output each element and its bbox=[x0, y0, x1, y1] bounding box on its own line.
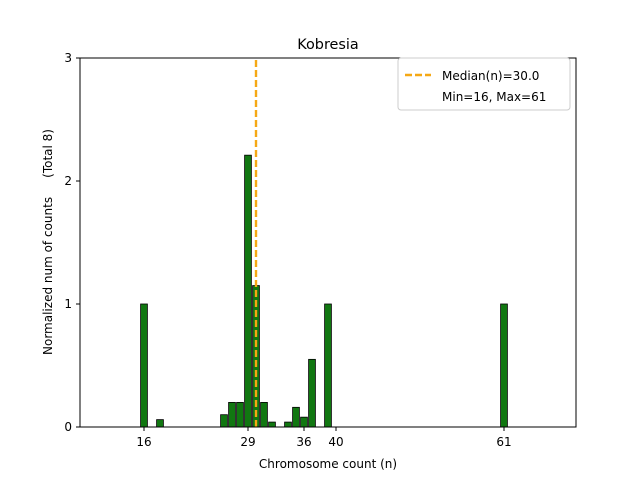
histogram-bar bbox=[284, 421, 292, 428]
histogram-bar bbox=[300, 416, 308, 428]
y-tick-label: 3 bbox=[64, 51, 72, 65]
histogram-bar bbox=[500, 303, 508, 428]
x-tick-label: 29 bbox=[240, 435, 255, 449]
histogram-bar bbox=[308, 358, 316, 428]
legend-frame bbox=[397, 57, 571, 111]
legend-median-label: Median(n)=30.0 bbox=[442, 69, 539, 83]
histogram-bar bbox=[228, 401, 236, 428]
histogram-bar bbox=[140, 303, 148, 428]
histogram-bar bbox=[236, 401, 244, 428]
histogram-bar bbox=[268, 421, 276, 428]
chart-title: Kobresia bbox=[297, 37, 358, 53]
plot-frame bbox=[79, 57, 577, 428]
axes-layer bbox=[79, 57, 577, 428]
x-axis-label: Chromosome count (n) bbox=[259, 457, 397, 471]
x-tick-label: 16 bbox=[136, 435, 151, 449]
legend: Median(n)=30.0 Min=16, Max=61 bbox=[397, 57, 571, 111]
y-tick-label: 1 bbox=[64, 297, 72, 311]
x-tick-label: 36 bbox=[296, 435, 311, 449]
y-axis-label: Normalized num of counts (Total 8) bbox=[41, 129, 55, 355]
x-tick-label: 40 bbox=[328, 435, 343, 449]
histogram-bar bbox=[292, 406, 300, 428]
bars-layer bbox=[140, 154, 508, 428]
histogram-bar bbox=[220, 414, 228, 428]
x-tick-label: 61 bbox=[496, 435, 511, 449]
histogram-bar bbox=[324, 303, 332, 428]
ticks-layer: 16 29 36 40 61 0 1 2 3 bbox=[64, 51, 511, 449]
histogram-bar bbox=[244, 154, 252, 428]
legend-range-label: Min=16, Max=61 bbox=[442, 90, 546, 104]
y-tick-label: 0 bbox=[64, 420, 72, 434]
histogram-bar bbox=[260, 401, 268, 428]
histogram-bar bbox=[156, 419, 164, 428]
y-tick-label: 2 bbox=[64, 174, 72, 188]
